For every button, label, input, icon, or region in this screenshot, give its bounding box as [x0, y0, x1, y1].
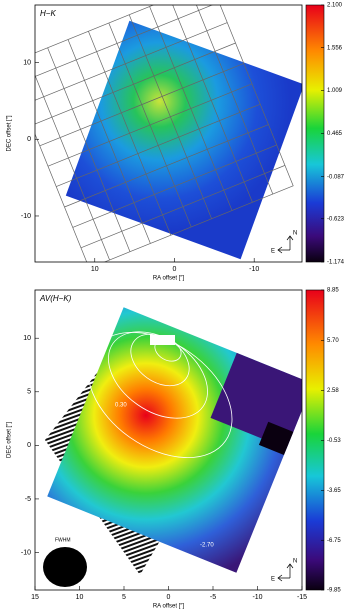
x-axis-label: RA offset [″]	[153, 276, 185, 282]
av-map	[43, 307, 302, 587]
y-axis-label: DEC offset [″]	[7, 115, 13, 151]
colorbar-tick-label: -0.087	[327, 174, 345, 180]
y-tick-label: 0	[27, 136, 31, 143]
colorbar-tick-label: -6.75	[327, 538, 341, 544]
colorbar	[305, 289, 325, 591]
panel-title: AV(H−K)	[39, 294, 72, 303]
y-tick-label: 0	[27, 442, 31, 449]
y-tick-label: -10	[21, 213, 31, 220]
contour-label: -7.70	[215, 313, 229, 319]
y-tick-label: 10	[23, 59, 31, 66]
x-tick-label: 10	[76, 594, 84, 601]
y-axis-label: DEC offset [″]	[7, 422, 13, 458]
compass-north: N	[293, 559, 297, 565]
x-tick-label: 15	[31, 594, 39, 601]
compass-east: E	[271, 249, 275, 255]
colorbar-tick-label: 1.556	[327, 45, 343, 51]
colorbar-tick-label: 0.465	[327, 131, 343, 137]
x-axis-label: RA offset [″]	[153, 604, 185, 610]
beam-label: FWHM	[55, 537, 71, 543]
colorbar-tick-label: -0.623	[327, 216, 345, 222]
colorbar-tick-label: 5.70	[327, 338, 339, 344]
y-tick-label: -5	[25, 496, 31, 503]
y-tick-label: 5	[27, 389, 31, 396]
x-tick-label: 0	[173, 266, 177, 273]
contour-label: 0.30	[115, 403, 127, 409]
hk-map	[35, 5, 302, 262]
colorbar-tick-label: 1.009	[327, 88, 343, 94]
x-tick-label: 0	[167, 594, 171, 601]
x-tick-label: -10	[252, 594, 262, 601]
colorbar-tick-label: 2.100	[327, 3, 343, 9]
colorbar-tick-label: 8.85	[327, 288, 339, 294]
x-tick-label: 10	[91, 266, 99, 273]
colorbar-tick-label: -1.174	[327, 260, 345, 266]
compass-arrows	[277, 563, 294, 582]
contour-label: -2.70	[200, 543, 214, 549]
x-tick-label: 5	[122, 594, 126, 601]
colorbar-tick-label: -3.65	[327, 488, 341, 494]
colorbar-tick-label: -0.53	[327, 438, 341, 444]
y-tick-label: 10	[23, 335, 31, 342]
panel-title: H−K	[40, 9, 56, 18]
x-tick-label: -5	[210, 594, 216, 601]
compass-east: E	[271, 577, 275, 583]
compass-arrows	[277, 235, 294, 254]
x-tick-label: -15	[297, 594, 307, 601]
y-tick-label: -10	[21, 549, 31, 556]
plot-frame	[34, 4, 303, 263]
x-tick-label: -10	[249, 266, 259, 273]
colorbar-tick-label: 2.58	[327, 388, 339, 394]
compass-north: N	[293, 231, 297, 237]
colorbar-tick-label: -9.85	[327, 588, 341, 594]
